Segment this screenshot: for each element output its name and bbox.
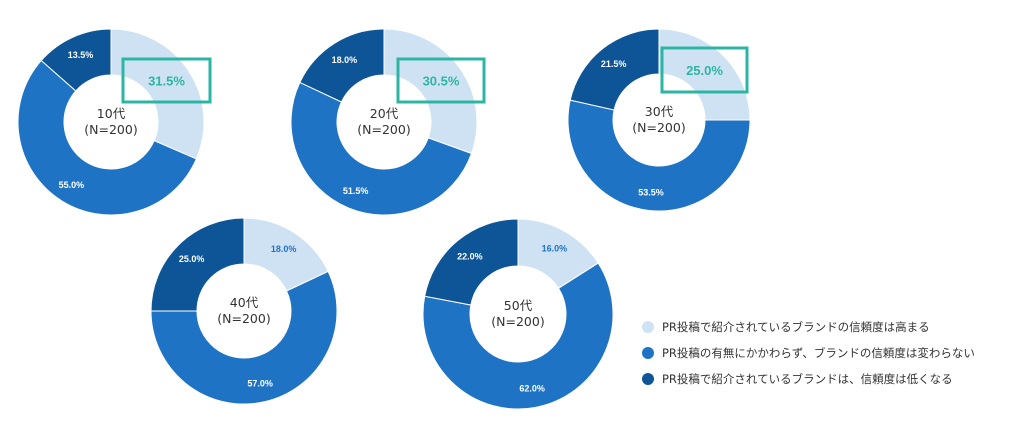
legend-label: PR投稿で紹介されているブランドは、信頼度は低くなる [662, 372, 953, 386]
donut-slice [17, 59, 198, 216]
center-label-n: (N=200) [84, 122, 137, 137]
legend-item: PR投稿で紹介されているブランドの信頼度は高まる [642, 314, 975, 340]
center-label-n: (N=200) [632, 120, 685, 135]
donut-chart: 31.5% 55.0% 13.5% 10代(N=200) [17, 28, 212, 216]
donut-slice [569, 28, 660, 111]
donut-chart: 30.5% 51.5% 18.0% 20代(N=200) [290, 28, 486, 216]
center-label-age: 20代 [370, 106, 399, 121]
highlight-box [396, 57, 486, 104]
slice-label: 31.5% [148, 74, 185, 89]
center-label-age: 30代 [645, 104, 674, 119]
legend-swatch [642, 321, 654, 333]
highlight-box [121, 57, 212, 104]
legend-label: PR投稿の有無にかかわらず、ブランドの信頼度は変わらない [662, 346, 975, 360]
slice-label: 25.0% [686, 63, 723, 78]
center-label-n: (N=200) [357, 122, 410, 137]
donut-slice [290, 81, 473, 216]
legend-swatch [642, 373, 654, 385]
donut-slice [150, 217, 245, 312]
legend-item: PR投稿の有無にかかわらず、ブランドの信頼度は変わらない [642, 340, 975, 366]
highlight-box [660, 46, 749, 94]
donut-slice [150, 270, 338, 405]
center-label-n: (N=200) [217, 311, 270, 326]
donut-slice [658, 28, 751, 121]
slice-label: 30.5% [423, 74, 460, 89]
slice-label: 55.0% [59, 180, 85, 190]
slice-label: 13.5% [68, 50, 94, 60]
slice-label: 25.0% [179, 254, 205, 264]
center-label-age: 10代 [97, 106, 126, 121]
slice-label: 57.0% [247, 379, 273, 389]
donut-slice [567, 99, 751, 212]
legend-swatch [642, 347, 654, 359]
slice-label: 22.0% [457, 251, 483, 261]
legend-label: PR投稿で紹介されているブランドの信頼度は高まる [662, 320, 930, 334]
slice-label: 21.5% [601, 59, 627, 69]
donut-chart: 18.0% 57.0% 25.0% 40代(N=200) [150, 217, 338, 405]
slice-label: 18.0% [271, 244, 297, 254]
donut-chart: 25.0% 53.5% 21.5% 30代(N=200) [567, 28, 751, 212]
center-label-age: 50代 [504, 298, 533, 313]
slice-label: 62.0% [519, 384, 545, 394]
legend: PR投稿で紹介されているブランドの信頼度は高まる PR投稿の有無にかかわらず、ブ… [642, 314, 975, 392]
donut-slice [422, 262, 614, 410]
donut-slice [40, 28, 112, 92]
donut-slice [424, 218, 519, 306]
donut-slice [110, 28, 205, 160]
slice-label: 51.5% [343, 186, 369, 196]
slice-label: 18.0% [332, 55, 358, 65]
center-label-n: (N=200) [491, 314, 544, 329]
legend-item: PR投稿で紹介されているブランドは、信頼度は低くなる [642, 366, 975, 392]
center-label-age: 40代 [230, 295, 259, 310]
slice-label: 16.0% [542, 243, 568, 253]
donut-slice [299, 28, 385, 103]
slice-label: 53.5% [638, 188, 664, 198]
donut-chart: 16.0% 62.0% 22.0% 50代(N=200) [422, 218, 614, 410]
